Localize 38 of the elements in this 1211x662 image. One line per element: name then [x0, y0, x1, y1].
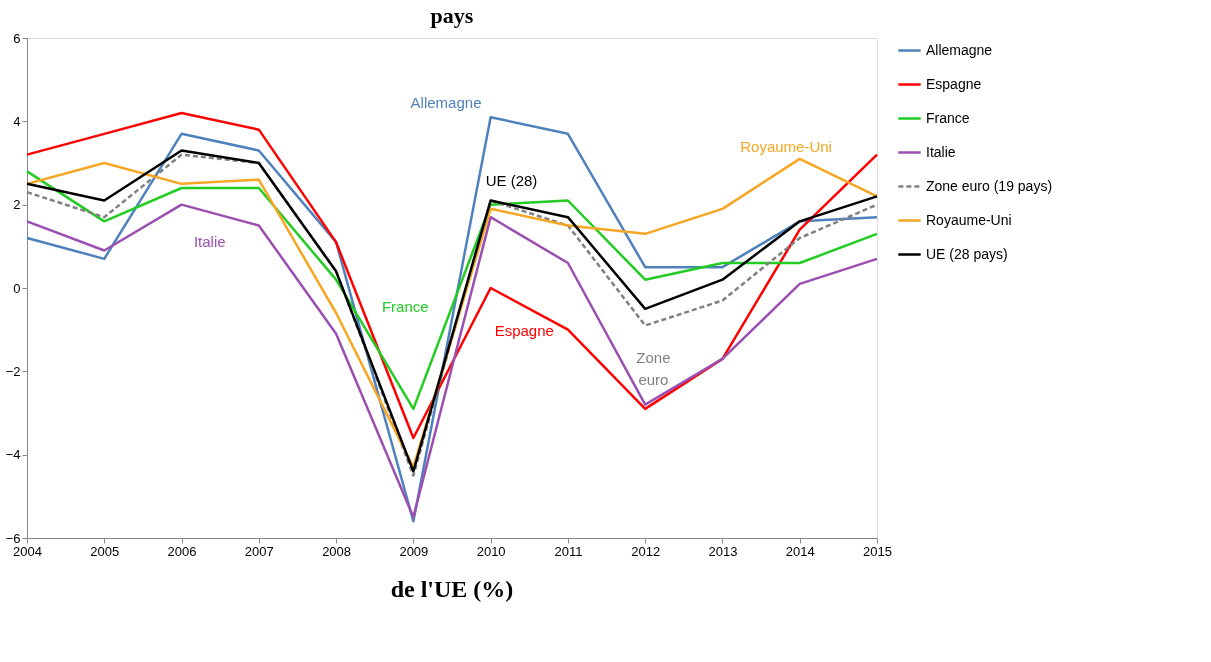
annotation: Espagne [494, 321, 554, 339]
legend-label: Italie [926, 143, 956, 160]
y-tick-label: 0 [13, 280, 21, 296]
x-tick-label: 2014 [785, 543, 815, 559]
x-tick-label: 2008 [322, 543, 352, 559]
y-tick-label: 6 [13, 30, 21, 46]
legend-label: France [926, 109, 970, 126]
line-series [25, 111, 879, 440]
annotation: Royaume-Uni [740, 137, 832, 155]
x-tick-label: 2009 [399, 543, 429, 559]
annotation: Italie [193, 233, 226, 250]
annotation: UE (28) [485, 172, 538, 189]
legend-label: Zone euro (19 pays) [926, 177, 1053, 194]
x-tick-label: 2015 [863, 543, 892, 559]
chart-title: pays [430, 3, 474, 28]
annotation: Zone euro [636, 349, 671, 388]
line-series [25, 203, 879, 519]
y-tick-label: 2 [13, 197, 21, 213]
x-tick-label: 2012 [631, 543, 661, 559]
x-tick-label: 2006 [167, 543, 197, 559]
legend-label: UE (28 pays) [926, 245, 1008, 262]
y-tick-label: 4 [13, 113, 21, 129]
legend-label: Espagne [926, 75, 982, 92]
legend-label: Royaume-Uni [926, 211, 1012, 228]
annotation: Allemagne [410, 94, 482, 111]
x-tick-label: 2005 [90, 543, 120, 559]
x-tick-label: 2004 [13, 543, 42, 559]
x-tick-label: 2011 [554, 543, 583, 559]
legend-label: Allemagne [926, 41, 993, 58]
x-tick-label: 2010 [476, 543, 506, 559]
y-tick-label: −4 [5, 447, 21, 463]
x-tick-label: 2007 [244, 543, 274, 559]
line-series [25, 170, 879, 411]
y-tick-label: −6 [5, 530, 21, 546]
text: de l'UE (%) [390, 576, 514, 602]
y-tick-label: −2 [5, 363, 21, 379]
x-tick-label: 2013 [708, 543, 738, 559]
annotation: France [381, 298, 429, 315]
